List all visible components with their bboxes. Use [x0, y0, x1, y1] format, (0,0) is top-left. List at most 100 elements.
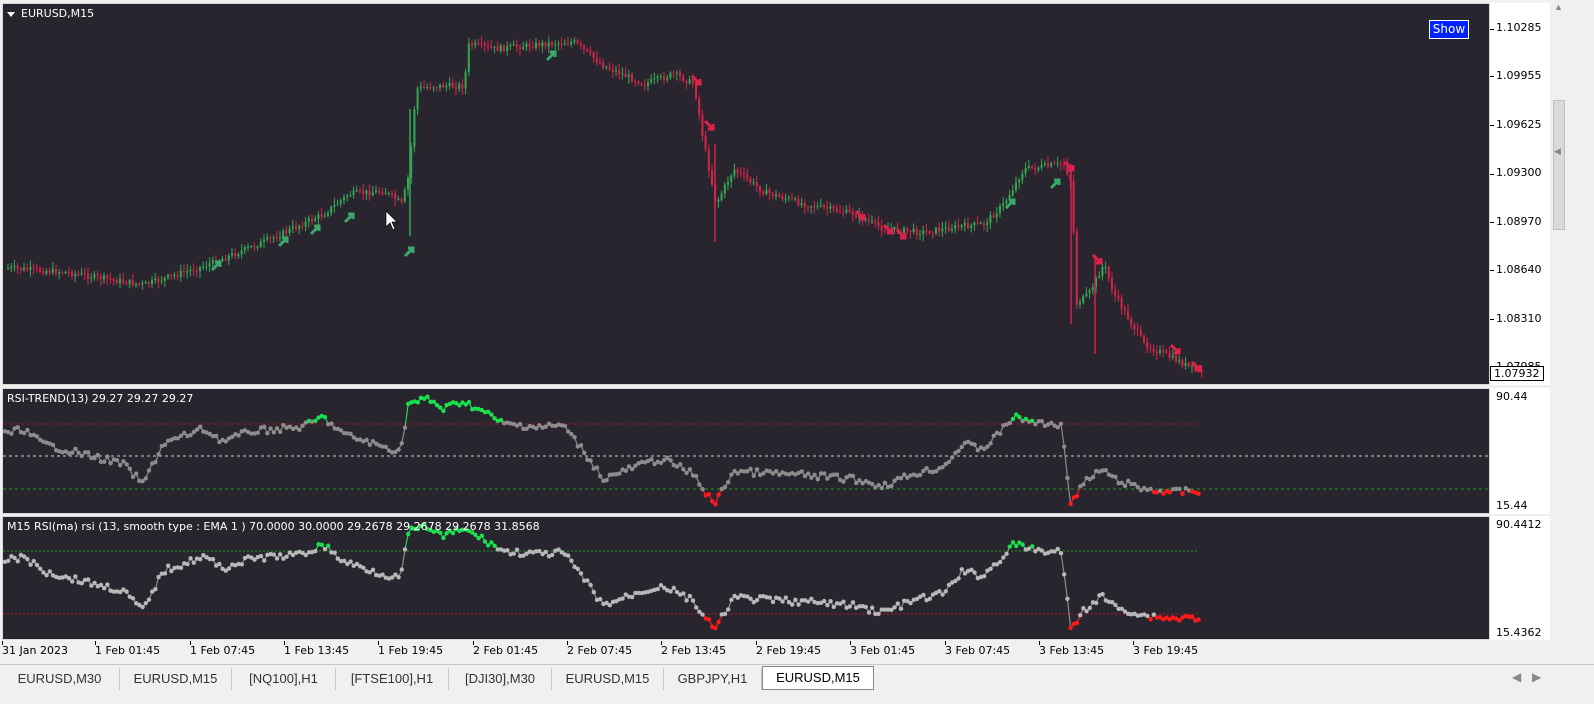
candle-body [291, 226, 294, 229]
candle-body [570, 42, 573, 45]
arrow-up-right-icon [403, 246, 415, 258]
rsi-dot [1081, 605, 1086, 611]
candle-body [490, 46, 493, 48]
tab-nq100-h1[interactable]: [NQ100],H1 [232, 668, 336, 690]
rsi-dot [1087, 476, 1093, 482]
rsi-dot [959, 567, 964, 572]
candle-body [573, 40, 576, 43]
rsi-dot [239, 562, 244, 567]
rsi-dot [1010, 416, 1016, 422]
candle-body [669, 72, 672, 78]
rsi-ma-title: M15 RSI(ma) rsi (13, smooth type : EMA 1… [7, 520, 540, 533]
arrow-down-right-icon [882, 223, 894, 235]
chevron-left-icon[interactable]: ◀ [1512, 670, 1522, 684]
rsi-trend-plot[interactable] [3, 389, 1490, 514]
tab-eurusd-m15[interactable]: EURUSD,M15 [552, 668, 664, 690]
rsi-trend-scale[interactable]: 90.44 15.44 [1490, 388, 1550, 514]
chart-symbol-title[interactable]: EURUSD,M15 [7, 7, 94, 20]
candle-body [1075, 231, 1078, 305]
candle-body [231, 253, 233, 256]
tab-dji30-m30[interactable]: [DJI30],M30 [449, 668, 552, 690]
candle-body [71, 272, 73, 277]
candle-body [842, 212, 845, 214]
candle-body [695, 83, 697, 99]
candle-body [871, 220, 873, 222]
candle-body [883, 230, 886, 232]
rsi-dot [34, 562, 40, 568]
rsi-dot [1167, 617, 1173, 622]
time-tick [567, 641, 568, 645]
chevron-up-icon[interactable]: ▲ [1554, 2, 1563, 12]
rsi-dot [460, 400, 465, 405]
rsi-dot [671, 585, 676, 591]
rsi-dot [178, 433, 184, 439]
rsi-dot [1023, 416, 1028, 422]
candle-body [259, 241, 262, 247]
rsi-dot [1122, 609, 1128, 614]
rsi-dot [1078, 484, 1083, 489]
rsi-dot [482, 409, 488, 415]
rsi-dot [134, 471, 139, 476]
price-label: 1.10285 [1496, 21, 1542, 34]
tab-eurusd-m15-active[interactable]: EURUSD,M15 [762, 666, 874, 690]
tab-ftse100-h1[interactable]: [FTSE100],H1 [336, 668, 449, 690]
triangle-down-icon[interactable] [7, 11, 15, 17]
candle-body [855, 215, 857, 218]
rsi-dot [1004, 551, 1009, 557]
candle-body [461, 84, 464, 89]
rsi-dot [278, 552, 283, 557]
rsi-dot [578, 443, 584, 448]
show-button[interactable]: Show [1429, 20, 1469, 39]
candle-body [263, 239, 265, 242]
tab-eurusd-m15[interactable]: EURUSD,M15 [120, 668, 232, 690]
chevron-right-icon[interactable]: ▶ [1532, 670, 1542, 684]
rsi-ma-pane[interactable]: M15 RSI(ma) rsi (13, smooth type : EMA 1… [2, 516, 1490, 640]
rsi-dot [31, 558, 36, 564]
rsi-dot [70, 579, 75, 584]
rsi-dot [38, 437, 43, 443]
candle-body [16, 266, 19, 269]
arrow-down-right-icon [895, 228, 907, 240]
rsi-dot [175, 565, 180, 570]
rsi-dot [857, 478, 862, 483]
candle-body [67, 271, 70, 273]
tab-gbpjpy-h1[interactable]: GBPJPY,H1 [664, 668, 762, 690]
candle-body [1047, 163, 1049, 167]
chevron-left-icon[interactable]: ◀ [1554, 146, 1561, 156]
candle-body [336, 203, 339, 205]
arrow-up-right-icon [309, 224, 321, 236]
scrollbar-thumb[interactable] [1553, 100, 1565, 230]
rsi-dot [1180, 491, 1185, 497]
rsi-dot [258, 553, 264, 559]
candle-body [381, 192, 384, 194]
price-chart-pane[interactable]: EURUSD,M15 Show [2, 3, 1490, 385]
rsi-dot [348, 559, 353, 564]
candlestick-chart[interactable] [3, 4, 1490, 385]
tab-eurusd-m30[interactable]: EURUSD,M30 [0, 668, 120, 690]
rsi-dot [972, 442, 977, 447]
rsi-dot [790, 602, 795, 607]
rsi-dot [1052, 549, 1057, 554]
rsi-dot [569, 431, 574, 437]
price-label: 1.09955 [1496, 69, 1542, 82]
candle-body [538, 42, 541, 47]
rsi-dot [1116, 606, 1121, 612]
rsi-ma-scale[interactable]: 90.4412 15.4362 [1490, 516, 1550, 640]
time-label: 2 Feb 01:45 [473, 644, 539, 657]
rsi-dot [1014, 412, 1019, 417]
candle-body [746, 174, 749, 179]
rsi-ma-plot[interactable] [3, 517, 1490, 640]
candle-body [589, 50, 592, 53]
time-axis[interactable]: 31 Jan 2023 1 Feb 01:45 1 Feb 07:45 1 Fe… [0, 641, 1490, 663]
rsi-dot [534, 549, 539, 554]
rsi-dot [153, 460, 158, 465]
rsi-dot [354, 561, 360, 567]
rsi-dot [1154, 490, 1160, 495]
candle-body [797, 198, 800, 206]
price-scale[interactable]: 1.10285 1.09955 1.09625 1.09300 1.08970 … [1490, 3, 1550, 385]
rsi-trend-pane[interactable]: RSI-TREND(13) 29.27 29.27 29.27 [2, 388, 1490, 514]
rsi-dot [934, 468, 939, 474]
rsi-dot [956, 576, 961, 581]
vertical-scrollbar[interactable]: ▲ ◀ [1552, 0, 1566, 664]
candle-body [618, 70, 621, 75]
